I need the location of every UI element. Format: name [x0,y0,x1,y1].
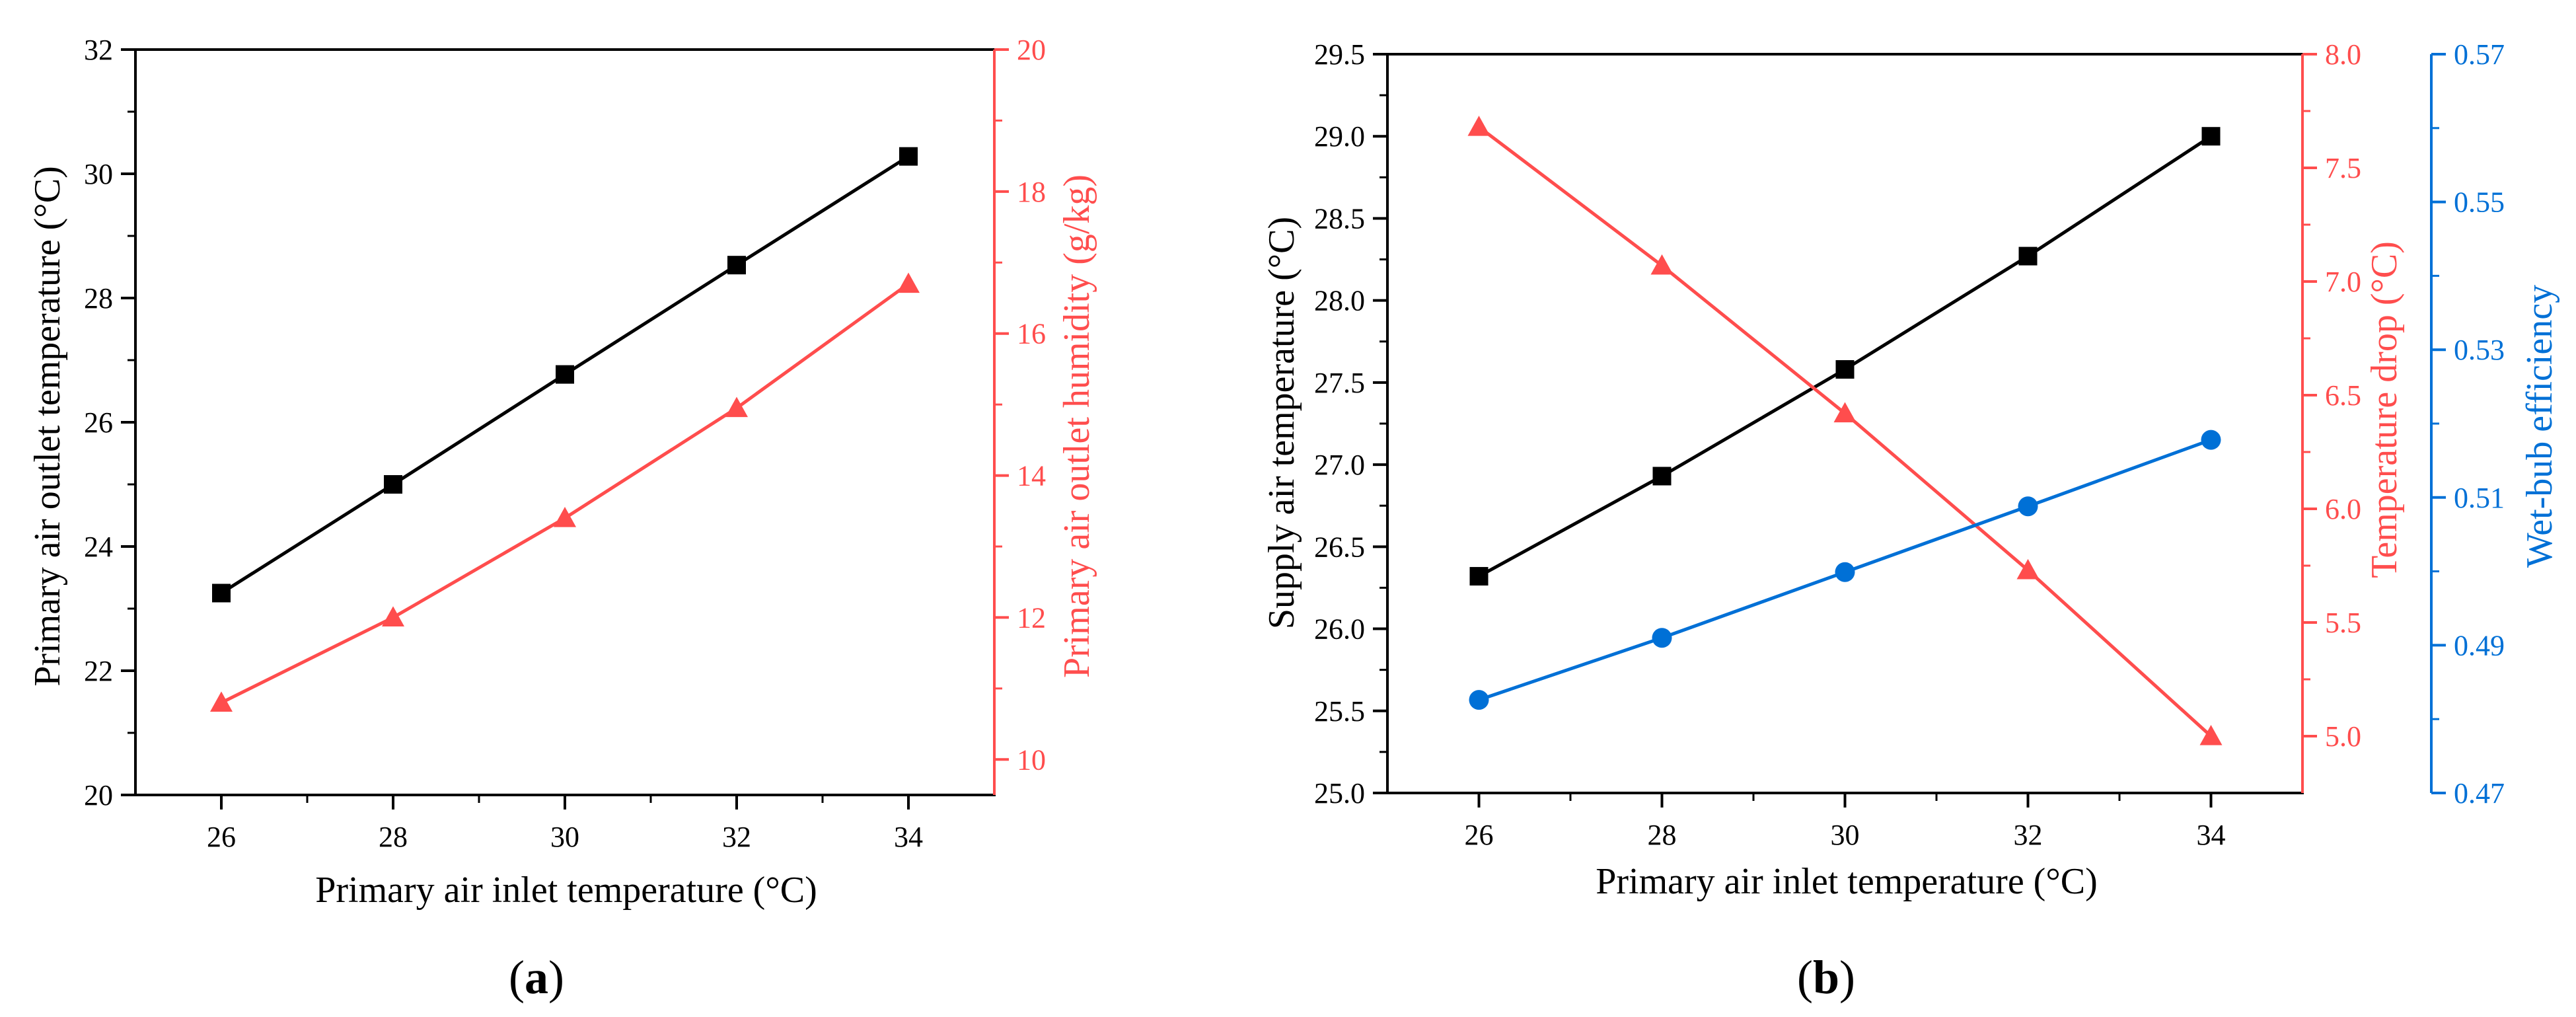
panel-b-y-tick-label-5: 27.5 [1314,367,1365,399]
panel-a-y2-tick-label-3: 16 [1017,318,1046,350]
panel-b-series-temperature-drop-point-2 [1833,402,1857,423]
panel-a-series-primary-air-outlet-temperature-point-1 [384,475,402,494]
panel-a: Primary air outlet temperature (°C) Prim… [27,34,1097,1004]
panel-a-y2-tick-label-1: 12 [1017,601,1046,634]
panel-b-y-tick-label-8: 29.0 [1314,120,1365,153]
panel-b-series-supply-air-temperature-point-3 [2018,246,2038,266]
panel-a-series-primary-air-outlet-humidity-point-4 [897,272,920,293]
panel-b-x-tick-label-3: 32 [2014,819,2043,851]
panel-b-y-tick-label-0: 25.0 [1314,777,1365,810]
panel-b-series-wet-bub-efficiency-point-4 [2201,430,2221,450]
panel-b-series-wet-bub-efficiency-point-1 [1652,628,1672,648]
panel-a-series-primary-air-outlet-temperature-point-0 [212,584,231,603]
panel-a-y-tick-label-3: 26 [84,406,113,439]
panel-b-y3-tick-label-0: 0.47 [2454,777,2505,810]
panel-a-y2-tick-label-5: 20 [1017,34,1046,66]
panel-a-y-tick-label-1: 22 [84,655,113,687]
panel-b-x-tick-label-4: 34 [2197,819,2226,851]
panel-b-y2-tick-label-2: 6.0 [2325,493,2361,525]
panel-b-y-tick-label-3: 26.5 [1314,531,1365,563]
panel-b-series-temperature-drop-point-4 [2199,725,2223,745]
panel-b-x-tick-label-0: 26 [1465,819,1494,851]
panel-b-xlabel: Primary air inlet temperature (°C) [1596,861,2097,902]
panel-a-x-tick-label-1: 28 [379,821,408,853]
panel-b-y-tick-label-1: 25.5 [1314,695,1365,728]
panel-b-y2-tick-label-5: 7.5 [2325,152,2361,184]
panel-b-y-tick-label-2: 26.0 [1314,613,1365,646]
panel-a-y2label: Primary air outlet humidity (g/kg) [1056,174,1097,678]
panel-a-y-tick-label-5: 30 [84,158,113,190]
panel-a-x-tick-label-4: 34 [894,821,923,853]
panel-a-y2-tick-label-2: 14 [1017,460,1046,492]
panel-b-y-tick-label-7: 28.5 [1314,202,1365,235]
panel-b-y3-tick-label-2: 0.51 [2454,482,2505,514]
panel-a-series-primary-air-outlet-temperature-point-4 [899,147,918,166]
panel-a-y-tick-label-4: 28 [84,282,113,315]
panel-a-y2-tick-label-0: 10 [1017,743,1046,776]
panel-b-y-tick-label-6: 28.0 [1314,285,1365,317]
panel-a-series-primary-air-outlet-humidity-point-0 [210,691,233,712]
panel-a-x-tick-label-0: 26 [207,821,236,853]
panel-b-y-tick-label-4: 27.0 [1314,449,1365,481]
panel-b-label-letter: b [1813,951,1839,1004]
panel-b-series-wet-bub-efficiency-point-2 [1835,562,1855,582]
panel-b-series-supply-air-temperature-point-2 [1835,360,1855,379]
panel-b-series-wet-bub-efficiency-point-0 [1469,690,1489,710]
panel-a-x-tick-label-2: 30 [550,821,579,853]
panel-b-y-tick-label-9: 29.5 [1314,38,1365,71]
panel-b-y2label: Temperature drop (°C) [2364,241,2405,578]
panel-b-series-temperature-drop-point-0 [1467,116,1490,136]
panel-b-y2-tick-label-1: 5.5 [2325,607,2361,639]
panel-a-y2-tick-label-4: 18 [1017,176,1046,208]
panel-a-label-letter: a [525,951,548,1004]
panel-b-y2-tick-label-0: 5.0 [2325,720,2361,753]
panel-a-y-tick-label-0: 20 [84,779,113,811]
panel-a-y-tick-label-6: 32 [84,34,113,66]
panel-b-series-wet-bub-efficiency-point-3 [2018,496,2038,517]
panel-b-series-supply-air-temperature-point-4 [2201,127,2221,146]
panel-b-label: (b) [1797,951,1855,1004]
panel-b: Supply air temperature (°C) Temperature … [1261,38,2560,1004]
panel-a-series-primary-air-outlet-temperature-point-2 [556,365,574,384]
panel-b-y2-tick-label-4: 7.0 [2325,266,2361,298]
panel-b-y2-tick-label-3: 6.5 [2325,379,2361,412]
panel-b-series-temperature-drop-point-3 [2016,558,2040,580]
panel-a-x-tick-label-3: 32 [722,821,751,853]
panel-a-xlabel: Primary air inlet temperature (°C) [315,870,817,911]
panel-b-y3-tick-label-5: 0.57 [2454,38,2505,71]
panel-b-y2-tick-label-6: 8.0 [2325,38,2361,71]
panel-a-series-primary-air-outlet-humidity-point-3 [725,396,748,418]
panel-b-y3-tick-label-3: 0.53 [2454,334,2505,366]
panel-a-label: (a) [509,951,564,1004]
panel-a-ylabel: Primary air outlet temperature (°C) [27,166,68,686]
panel-b-y3-tick-label-1: 0.49 [2454,629,2505,661]
panel-b-y3-tick-label-4: 0.55 [2454,186,2505,219]
panel-b-y3label: Wet-bub efficiency [2519,285,2560,568]
panel-b-series-temperature-drop-point-1 [1650,254,1674,275]
panel-a-series-primary-air-outlet-humidity-point-2 [554,507,576,527]
panel-b-x-tick-label-2: 30 [1831,819,1860,851]
panel-b-ylabel: Supply air temperature (°C) [1261,217,1302,629]
panel-a-y-tick-label-2: 24 [84,531,113,563]
panel-b-x-tick-label-1: 28 [1648,819,1677,851]
panel-b-series-supply-air-temperature-point-0 [1469,567,1489,586]
panel-a-series-primary-air-outlet-temperature-point-3 [727,256,746,275]
panel-a-series-primary-air-outlet-humidity-point-1 [382,606,404,627]
panel-b-series-supply-air-temperature-point-1 [1652,467,1672,486]
